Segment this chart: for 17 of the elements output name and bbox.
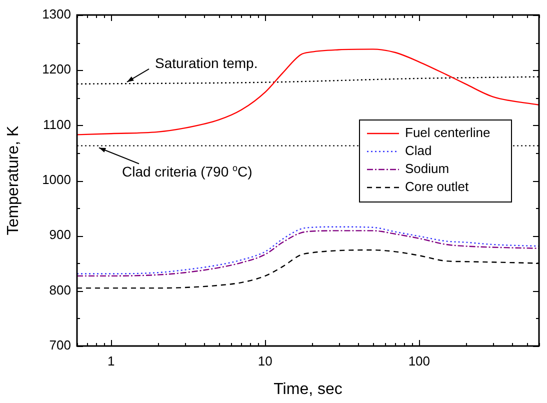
y-tick-label: 900 [49, 227, 71, 242]
legend-label: Core outlet [405, 179, 469, 194]
x-tick-label: 10 [258, 353, 272, 368]
y-tick-label: 1300 [42, 6, 71, 22]
y-tick-label: 1000 [42, 172, 71, 188]
legend-label: Sodium [405, 161, 450, 176]
y-tick-label: 800 [49, 282, 71, 298]
annotation: Saturation temp. [155, 54, 258, 71]
legend-label: Clad [405, 143, 432, 158]
x-tick-label: 100 [408, 353, 430, 368]
y-axis-title: Temperature, K [5, 125, 22, 236]
x-tick-label: 1 [108, 353, 115, 368]
x-axis-title: Time, sec [274, 380, 342, 398]
y-tick-label: 1100 [43, 116, 71, 132]
y-tick-label: 1200 [42, 62, 71, 77]
y-tick-label: 700 [49, 338, 71, 353]
legend-label: Fuel centerline [405, 125, 490, 140]
